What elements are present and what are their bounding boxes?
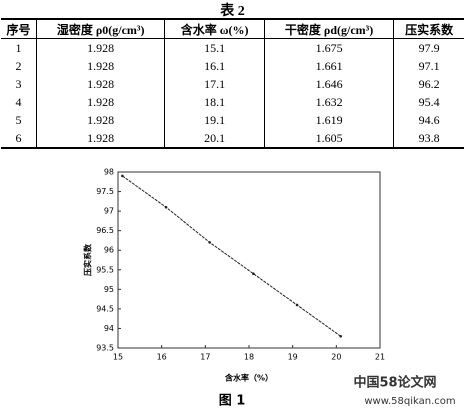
x-tick-label: 20 xyxy=(331,353,341,362)
row: 5 1.928 19.1 1.619 94.6 xyxy=(1,111,464,129)
cell: 1.646 xyxy=(263,75,394,93)
data-point xyxy=(339,334,343,338)
cell: 18.1 xyxy=(164,93,265,111)
plot-frame xyxy=(117,171,381,349)
cell: 1.928 xyxy=(35,75,165,93)
x-tick-label: 18 xyxy=(244,353,254,362)
cell: 1.619 xyxy=(263,111,394,129)
cell: 6 xyxy=(15,130,22,145)
cell: 96.2 xyxy=(393,75,464,93)
data-point xyxy=(295,303,299,307)
cell: 1.632 xyxy=(263,93,394,111)
cell: 15.1 xyxy=(164,38,265,57)
y-tick-label: 93.5 xyxy=(96,344,114,353)
cell: 20.1 xyxy=(164,129,265,148)
cell: 94.6 xyxy=(393,111,464,129)
y-tick-label: 96 xyxy=(104,246,114,255)
y-tick-label: 98 xyxy=(104,168,114,177)
header-cell: 湿密度 ρ0(g/cm³) xyxy=(35,19,165,39)
x-tick-label: 17 xyxy=(200,353,210,362)
watermark-brand: 中国58论文网 xyxy=(353,375,436,391)
data-point xyxy=(208,241,211,244)
cell: 1.928 xyxy=(35,129,165,148)
cell: 97.1 xyxy=(393,57,464,75)
row: 6 1.928 20.1 1.605 93.8 xyxy=(1,129,464,148)
header-row: 序号 湿密度 ρ0(g/cm³) 含水率 ω(%) 干密度 ρd(g/cm³) 压实系数 xyxy=(1,19,464,39)
row: 4 1.928 18.1 1.632 95.4 xyxy=(1,93,464,111)
header-cell: 含水率 ω(%) xyxy=(164,19,265,39)
y-tick-label: 94 xyxy=(104,324,114,333)
row: 2 1.928 16.1 1.661 97.1 xyxy=(1,57,464,75)
y-tick-label: 96.5 xyxy=(96,226,114,235)
cell: 3 xyxy=(15,76,22,91)
table: 序号 湿密度 ρ0(g/cm³) 含水率 ω(%) 干密度 ρd(g/cm³) 压实系数… xyxy=(1,18,464,149)
cell: 1.928 xyxy=(35,38,165,57)
y-tick-label: 94.5 xyxy=(96,304,114,313)
cell: 4 xyxy=(15,94,22,109)
x-tick-label: 21 xyxy=(375,353,385,362)
y-tick-label: 97 xyxy=(104,207,114,216)
watermark-url: www.58qikan.com xyxy=(364,396,455,407)
x-tick-label: 16 xyxy=(157,353,167,362)
cell: 1.928 xyxy=(35,111,165,129)
x-tick-label: 19 xyxy=(288,353,298,362)
cell: 17.1 xyxy=(164,75,265,93)
data-point xyxy=(164,205,168,209)
cell: 5 xyxy=(15,112,22,127)
row: 3 1.928 17.1 1.646 96.2 xyxy=(1,75,464,93)
data-line xyxy=(122,175,341,337)
table-title: 表 2 xyxy=(220,4,245,19)
cell: 19.1 xyxy=(164,111,265,129)
cell: 93.8 xyxy=(393,129,464,148)
x-axis-label: 含水率（%） xyxy=(225,373,273,383)
cell: 1.605 xyxy=(263,129,394,148)
caption: 图 1 xyxy=(219,394,246,409)
cell: 1.928 xyxy=(35,93,165,111)
cell: 97.9 xyxy=(393,38,464,57)
cell: 16.1 xyxy=(164,57,265,75)
y-tick-label: 95 xyxy=(104,285,114,294)
cell: 1.661 xyxy=(263,57,394,75)
header-cell: 序号 xyxy=(1,19,37,39)
cell: 1.675 xyxy=(263,38,394,57)
header-cell: 干密度 ρd(g/cm³) xyxy=(263,19,394,39)
data-point xyxy=(121,174,124,178)
cell: 2 xyxy=(15,58,22,73)
y-tick-label: 95.5 xyxy=(96,265,114,274)
cell: 95.4 xyxy=(393,93,464,111)
cell: 1.928 xyxy=(35,57,165,75)
row: 1 1.928 15.1 1.675 97.9 xyxy=(1,38,464,57)
x-tick-label: 15 xyxy=(113,353,123,362)
cell: 1 xyxy=(15,40,22,55)
header-cell: 压实系数 xyxy=(393,19,464,39)
table-body: 1 1.928 15.1 1.675 97.9 2 1.928 16.1 1.661 97.1 3 1… xyxy=(1,38,464,148)
data-point xyxy=(252,272,255,275)
y-tick-label: 97.5 xyxy=(96,187,114,196)
y-axis-label: 压实系数 xyxy=(83,243,93,276)
